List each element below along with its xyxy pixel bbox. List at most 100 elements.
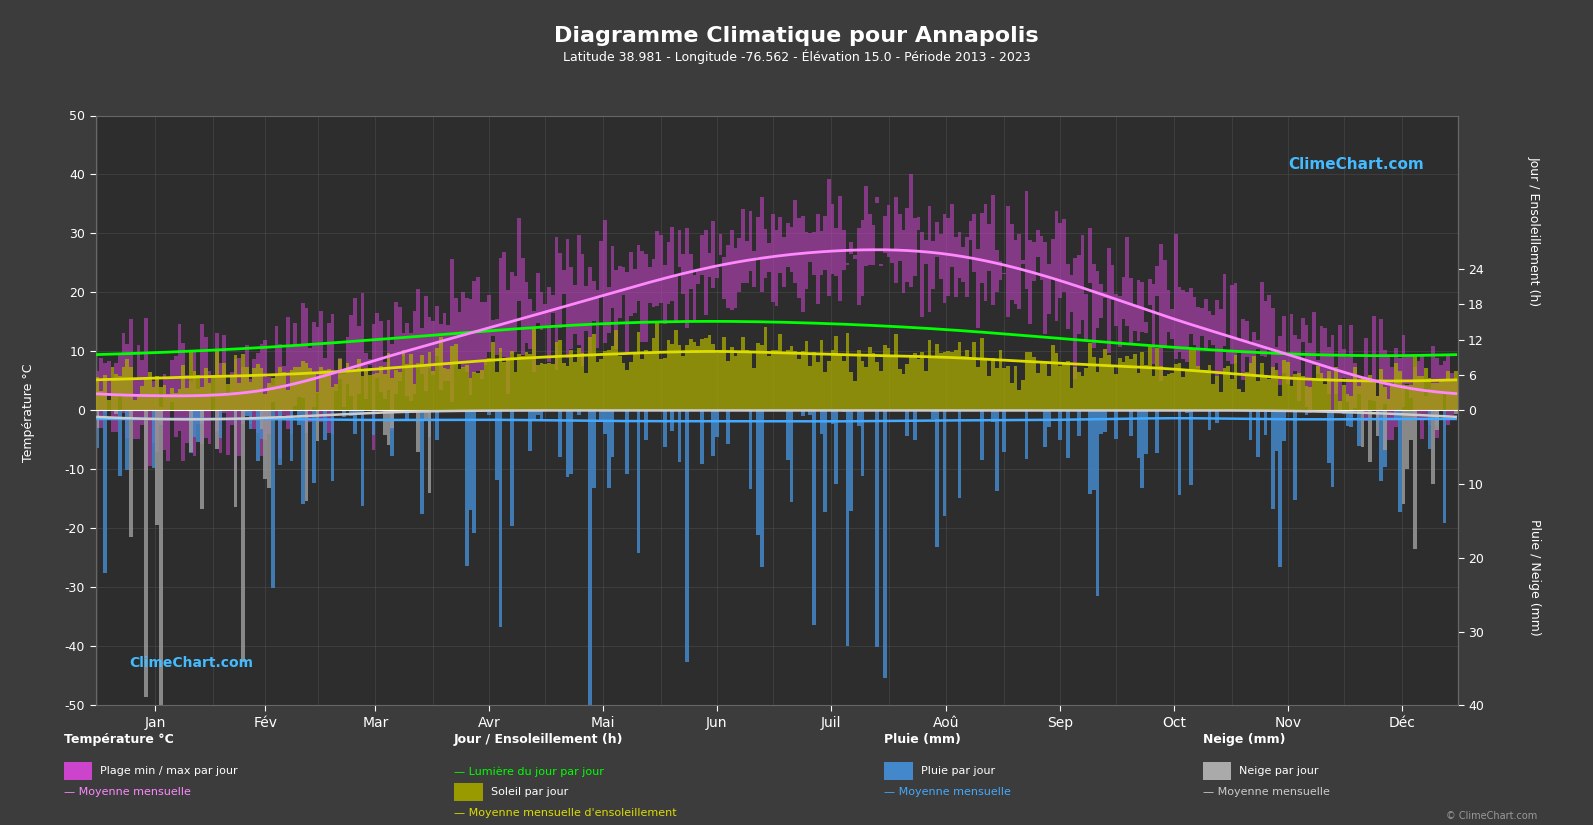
Bar bbox=[632, 269, 637, 313]
Bar bbox=[637, 245, 640, 301]
Bar bbox=[868, 347, 871, 411]
Bar bbox=[1137, 374, 1141, 411]
Bar bbox=[860, 361, 865, 411]
Bar bbox=[342, 411, 346, 417]
Bar bbox=[170, 360, 174, 402]
Bar bbox=[338, 358, 342, 379]
Bar bbox=[218, 378, 223, 411]
Bar bbox=[615, 270, 618, 350]
Bar bbox=[118, 376, 121, 411]
Bar bbox=[513, 372, 518, 411]
Bar bbox=[696, 271, 699, 284]
Bar bbox=[1074, 367, 1077, 411]
Bar bbox=[440, 337, 443, 411]
Bar bbox=[808, 365, 812, 411]
Bar bbox=[569, 351, 573, 411]
Bar bbox=[1024, 191, 1029, 289]
Bar bbox=[943, 352, 946, 411]
Bar bbox=[566, 411, 569, 478]
Bar bbox=[752, 368, 757, 411]
Bar bbox=[890, 251, 894, 263]
Bar bbox=[704, 337, 707, 411]
Bar bbox=[1308, 387, 1313, 411]
Text: Jour / Ensoleillement (h): Jour / Ensoleillement (h) bbox=[454, 733, 623, 746]
Bar bbox=[1294, 411, 1297, 500]
Bar bbox=[193, 352, 196, 455]
Bar bbox=[376, 314, 379, 378]
Bar bbox=[279, 411, 282, 464]
Bar bbox=[1443, 361, 1446, 391]
Bar bbox=[1035, 374, 1040, 411]
Bar bbox=[916, 217, 921, 230]
Bar bbox=[835, 229, 838, 276]
Text: Température °C: Température °C bbox=[22, 363, 35, 462]
Bar bbox=[757, 343, 760, 411]
Bar bbox=[1446, 355, 1450, 425]
Bar bbox=[495, 371, 499, 411]
Bar bbox=[390, 411, 393, 456]
Bar bbox=[1069, 275, 1074, 312]
Bar bbox=[349, 411, 354, 416]
Bar bbox=[207, 384, 212, 411]
Bar bbox=[155, 375, 159, 452]
Text: Latitude 38.981 - Longitude -76.562 - Élévation 15.0 - Période 2013 - 2023: Latitude 38.981 - Longitude -76.562 - Él… bbox=[562, 50, 1031, 64]
Bar bbox=[618, 266, 621, 318]
Bar bbox=[182, 365, 185, 411]
Bar bbox=[1282, 411, 1286, 441]
Bar bbox=[249, 379, 252, 424]
Bar bbox=[178, 389, 182, 411]
Bar bbox=[712, 344, 715, 411]
Bar bbox=[830, 350, 835, 411]
Bar bbox=[110, 379, 115, 431]
Bar bbox=[685, 345, 688, 411]
Bar bbox=[312, 374, 315, 411]
Bar bbox=[577, 411, 581, 415]
Bar bbox=[1207, 411, 1211, 430]
Bar bbox=[1029, 240, 1032, 324]
Bar bbox=[1077, 411, 1080, 436]
Bar bbox=[237, 358, 241, 456]
Bar bbox=[335, 371, 338, 391]
Bar bbox=[268, 411, 271, 488]
Bar bbox=[424, 364, 427, 411]
Bar bbox=[924, 240, 927, 264]
Bar bbox=[569, 266, 573, 349]
Bar bbox=[174, 394, 178, 411]
Bar bbox=[260, 411, 263, 439]
Bar bbox=[1129, 411, 1133, 436]
Bar bbox=[1249, 411, 1252, 440]
Bar bbox=[588, 267, 593, 354]
Bar bbox=[1368, 411, 1372, 462]
Bar bbox=[1341, 384, 1346, 411]
Bar bbox=[1099, 358, 1102, 411]
Bar bbox=[301, 361, 304, 411]
Bar bbox=[390, 411, 393, 428]
Bar bbox=[1416, 376, 1421, 411]
Bar bbox=[738, 351, 741, 411]
Bar bbox=[887, 205, 890, 257]
Bar bbox=[1058, 365, 1063, 411]
Bar bbox=[1063, 363, 1066, 411]
Bar bbox=[518, 218, 521, 301]
Bar bbox=[790, 411, 793, 502]
Bar bbox=[921, 352, 924, 411]
Bar bbox=[824, 372, 827, 411]
Bar bbox=[1271, 411, 1274, 509]
Bar bbox=[507, 290, 510, 394]
Bar bbox=[887, 348, 890, 411]
Bar bbox=[1413, 366, 1416, 420]
Bar bbox=[757, 411, 760, 535]
Text: — Lumière du jour par jour: — Lumière du jour par jour bbox=[454, 766, 604, 776]
Bar bbox=[174, 356, 178, 436]
Bar bbox=[513, 276, 518, 351]
Bar bbox=[451, 259, 454, 402]
Bar bbox=[1386, 357, 1391, 440]
Bar bbox=[905, 365, 910, 411]
Bar bbox=[151, 380, 155, 442]
Bar bbox=[857, 228, 860, 304]
Bar bbox=[883, 346, 887, 411]
Bar bbox=[1427, 411, 1432, 449]
Bar bbox=[162, 374, 167, 450]
Bar bbox=[296, 367, 301, 411]
Bar bbox=[771, 350, 774, 411]
